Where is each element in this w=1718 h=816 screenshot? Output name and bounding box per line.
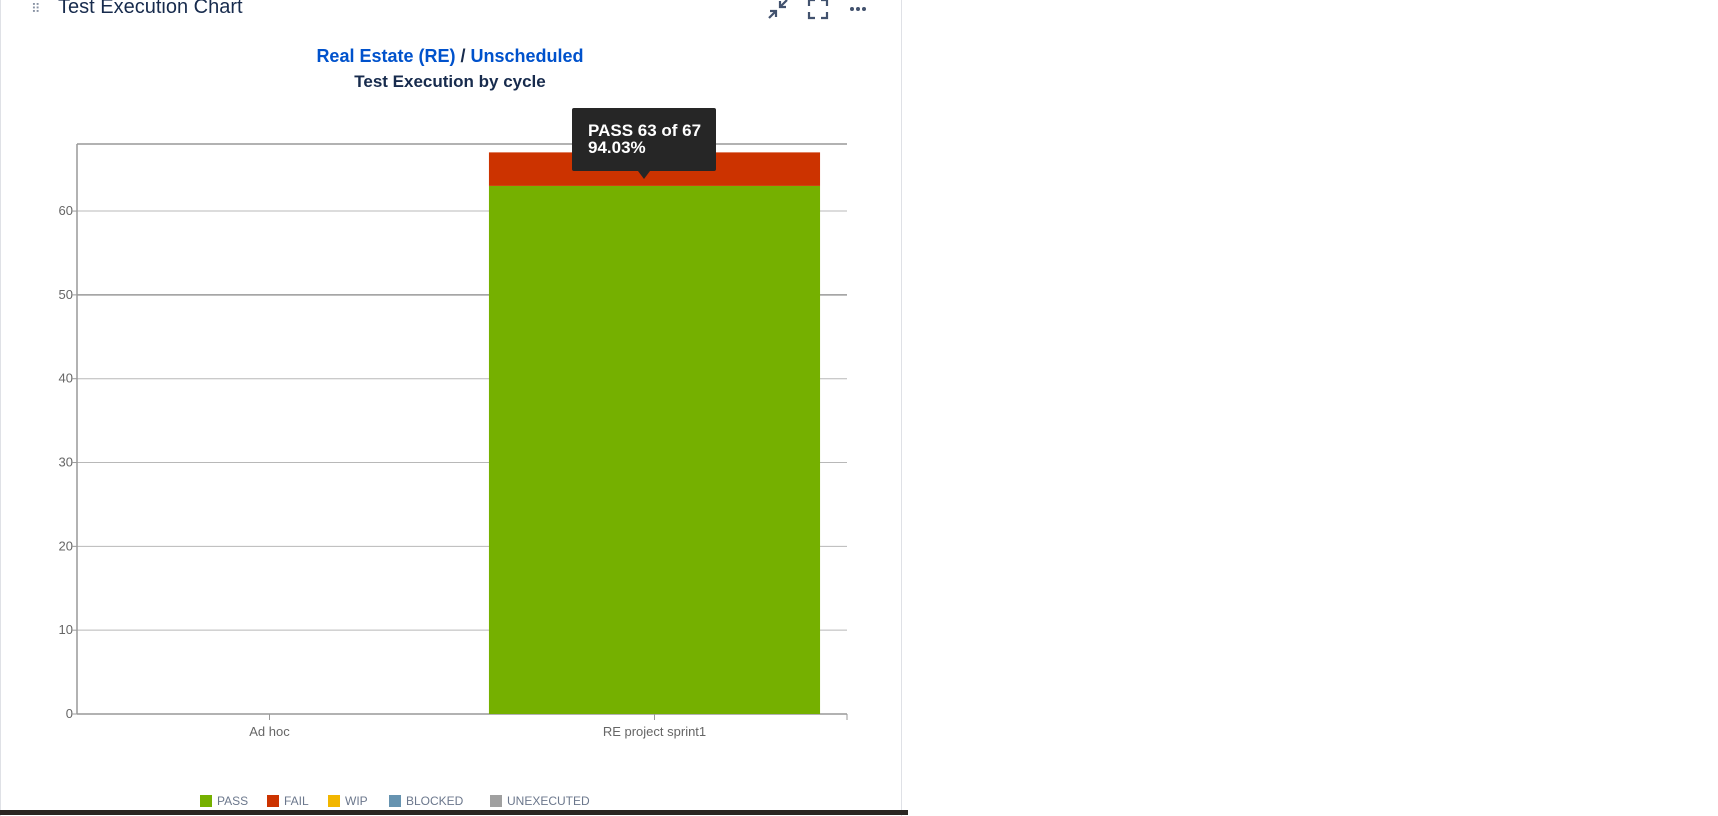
legend-item-unexecuted[interactable]: UNEXECUTED — [490, 794, 590, 808]
legend-swatch — [267, 795, 279, 807]
y-tick-label: 50 — [59, 287, 73, 302]
bar-chart: 0 10 20 30 40 50 60 Ad hoc RE project sprint1 — [59, 143, 848, 739]
more-actions-button[interactable] — [844, 0, 872, 22]
collapse-arrows-icon — [768, 0, 788, 19]
y-tick-label: 60 — [59, 203, 73, 218]
chart-area: Real Estate (RE) / Unscheduled Test Exec… — [0, 46, 900, 808]
legend-swatch — [200, 795, 212, 807]
project-link[interactable]: Real Estate (RE) — [316, 46, 456, 66]
x-tick-label: Ad hoc — [249, 724, 290, 739]
legend-item-wip[interactable]: WIP — [328, 794, 368, 808]
y-tick-label: 20 — [59, 538, 73, 553]
y-tick-label: 0 — [66, 706, 73, 721]
legend-swatch — [490, 795, 502, 807]
legend-swatch — [328, 795, 340, 807]
y-tick-label: 10 — [59, 622, 73, 637]
chart-subtitle: Real Estate (RE) / Unscheduled — [0, 46, 900, 67]
legend-label: FAIL — [284, 794, 309, 808]
bar-pass — [488, 185, 821, 715]
chart-title: Test Execution by cycle — [354, 72, 546, 91]
y-tick-label: 40 — [59, 371, 73, 386]
tooltip-line-1: PASS 63 of 67 — [588, 121, 702, 140]
gadget-header: ⠿ Test Execution Chart — [1, 0, 901, 26]
more-dots-icon — [850, 7, 866, 11]
legend-item-fail[interactable]: FAIL — [267, 794, 309, 808]
legend-item-pass[interactable]: PASS — [200, 794, 248, 808]
drag-handle-icon[interactable]: ⠿ — [31, 1, 41, 16]
legend-label: UNEXECUTED — [507, 794, 590, 808]
legend-swatch — [389, 795, 401, 807]
legend-item-blocked[interactable]: BLOCKED — [389, 794, 463, 808]
legend-label: PASS — [217, 794, 249, 808]
breadcrumb-separator: / — [460, 46, 466, 66]
chart-tooltip: PASS 63 of 67 94.03% — [572, 108, 716, 179]
version-link[interactable]: Unscheduled — [470, 46, 584, 66]
minimize-button[interactable] — [764, 0, 792, 22]
gadget-title: Test Execution Chart — [58, 0, 243, 18]
x-tick-label: RE project sprint1 — [603, 724, 706, 739]
y-tick-label: 30 — [59, 455, 73, 470]
legend-label: BLOCKED — [406, 794, 464, 808]
legend-label: WIP — [345, 794, 368, 808]
tooltip-line-2: 94.03% — [588, 138, 646, 157]
bottom-bar — [0, 810, 908, 815]
